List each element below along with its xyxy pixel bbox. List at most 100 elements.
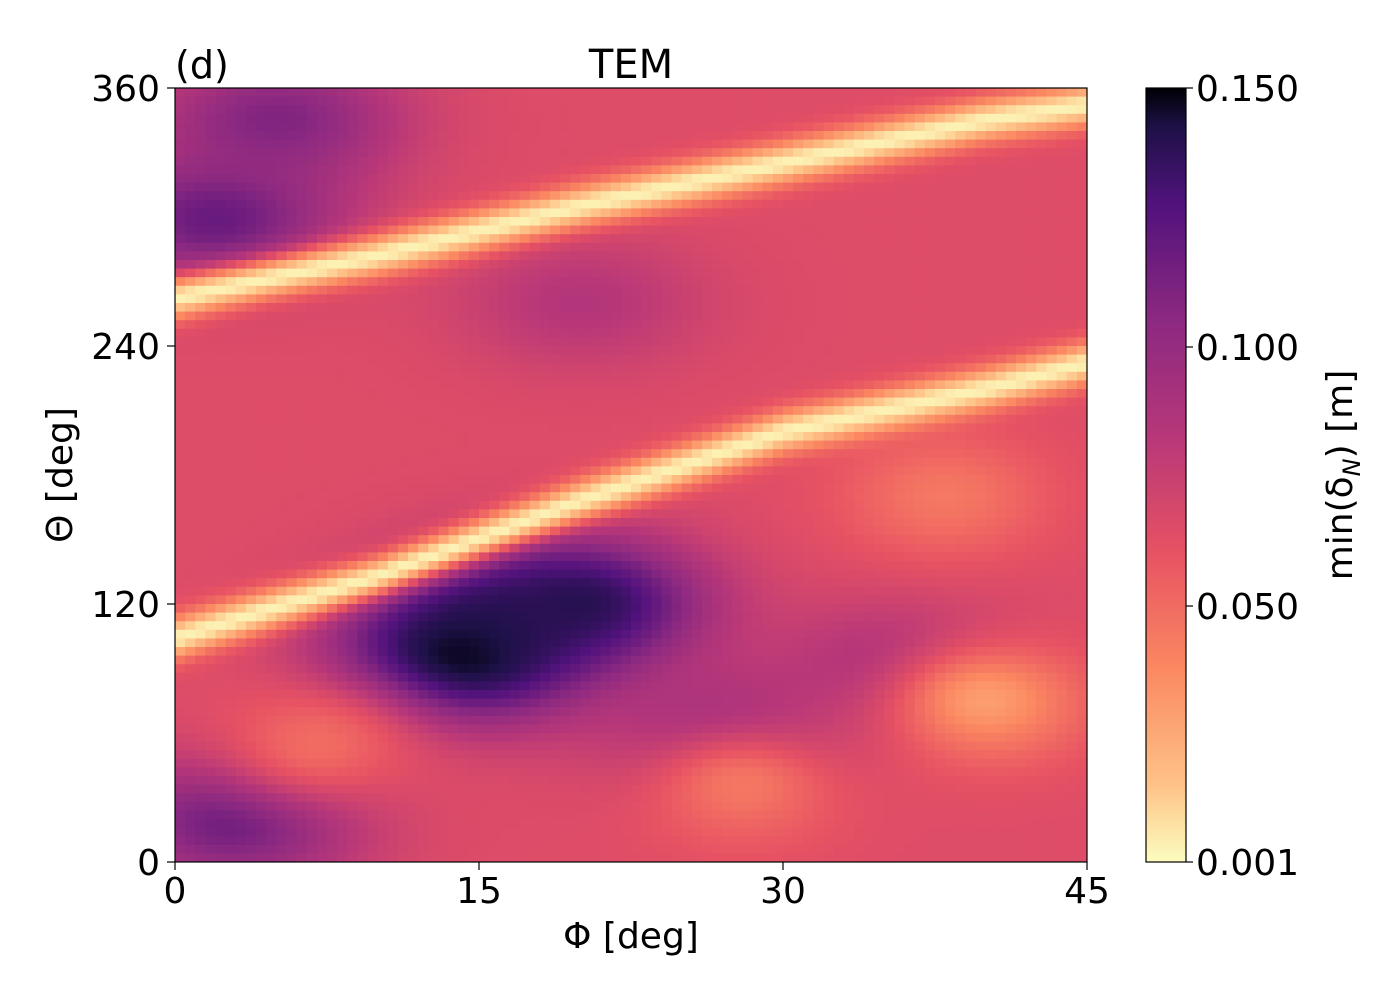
heatmap-cell <box>712 432 723 442</box>
heatmap-cell <box>813 277 825 287</box>
heatmap-cell <box>965 500 977 510</box>
heatmap-cell <box>823 191 835 201</box>
heatmap-cell <box>864 328 875 338</box>
heatmap-cell <box>783 432 794 442</box>
heatmap-cell <box>641 406 652 416</box>
heatmap-cell <box>701 174 713 184</box>
heatmap-cell <box>620 526 632 536</box>
heatmap-cell <box>235 131 247 141</box>
heatmap-cell <box>752 483 764 493</box>
heatmap-cell <box>286 174 298 184</box>
heatmap-cell <box>438 423 450 433</box>
heatmap-cell <box>853 423 865 433</box>
heatmap-cell <box>580 518 592 528</box>
heatmap-cell <box>185 105 196 115</box>
heatmap-cell <box>620 217 632 227</box>
heatmap-cell <box>620 131 632 141</box>
heatmap-cell <box>418 380 429 390</box>
heatmap-cell <box>600 311 612 321</box>
heatmap-cell <box>296 354 308 364</box>
heatmap-cell <box>935 225 946 235</box>
heatmap-cell <box>1066 285 1078 295</box>
heatmap-cell <box>408 174 419 184</box>
heatmap-cell <box>225 260 237 270</box>
heatmap-cell <box>1005 440 1017 450</box>
heatmap-cell <box>681 217 693 227</box>
heatmap-cell <box>560 354 571 364</box>
heatmap-cell <box>914 423 926 433</box>
heatmap-cell <box>418 88 429 98</box>
heatmap-cell <box>843 88 855 98</box>
heatmap-cell <box>620 509 632 519</box>
heatmap-cell <box>803 303 814 313</box>
heatmap-cell <box>681 389 693 399</box>
heatmap-cell <box>387 251 399 261</box>
heatmap-cell <box>1076 277 1087 287</box>
heatmap-cell <box>377 268 389 278</box>
heatmap-cell <box>914 328 926 338</box>
heatmap-cell <box>620 320 632 330</box>
heatmap-cell <box>793 174 804 184</box>
heatmap-cell <box>935 320 946 330</box>
heatmap-cell <box>641 303 652 313</box>
heatmap-cell <box>185 397 196 407</box>
heatmap-cell <box>631 260 642 270</box>
heatmap-cell <box>641 165 652 175</box>
heatmap-cell <box>600 208 612 218</box>
heatmap-cell <box>965 543 977 553</box>
heatmap-cell <box>256 320 267 330</box>
heatmap-cell <box>418 483 429 493</box>
heatmap-cell <box>499 294 510 304</box>
heatmap-cell <box>1026 277 1037 287</box>
heatmap-cell <box>1026 509 1037 519</box>
heatmap-cell <box>752 414 764 424</box>
heatmap-cell <box>935 182 946 192</box>
heatmap-cell <box>955 165 966 175</box>
heatmap-cell <box>864 500 875 510</box>
heatmap-cell <box>580 363 592 373</box>
heatmap-cell <box>864 423 875 433</box>
heatmap-cell <box>661 432 673 442</box>
heatmap-cell <box>1046 518 1058 528</box>
heatmap-cell <box>509 389 521 399</box>
heatmap-cell <box>570 182 581 192</box>
heatmap-cell <box>894 242 906 252</box>
heatmap-cell <box>408 191 419 201</box>
heatmap-cell <box>620 294 632 304</box>
heatmap-cell <box>428 139 440 149</box>
heatmap-cell <box>458 346 470 356</box>
heatmap-cell <box>985 277 997 287</box>
heatmap-cell <box>975 277 987 287</box>
heatmap-cell <box>631 371 642 381</box>
heatmap-cell <box>448 509 460 519</box>
heatmap-cell <box>620 389 632 399</box>
heatmap-cell <box>1066 174 1078 184</box>
heatmap-cell <box>1036 122 1048 132</box>
heatmap-cell <box>641 432 652 442</box>
heatmap-cell <box>823 96 835 106</box>
heatmap-cell <box>742 432 754 442</box>
heatmap-cell <box>935 475 946 485</box>
heatmap-cell <box>914 225 926 235</box>
heatmap-cell <box>843 526 855 536</box>
heatmap-cell <box>235 526 247 536</box>
heatmap-cell <box>337 208 348 218</box>
heatmap-cell <box>276 552 288 562</box>
heatmap-cell <box>499 346 510 356</box>
heatmap-cell <box>975 363 987 373</box>
heatmap-cell <box>712 500 723 510</box>
heatmap-cell <box>215 311 227 321</box>
heatmap-cell <box>651 346 662 356</box>
heatmap-cell <box>742 105 754 115</box>
heatmap-cell <box>438 414 450 424</box>
heatmap-cell <box>357 561 369 571</box>
heatmap-cell <box>833 535 845 545</box>
heatmap-cell <box>347 406 358 416</box>
heatmap-cell <box>1016 277 1027 287</box>
heatmap-cell <box>316 414 328 424</box>
heatmap-cell <box>590 242 602 252</box>
heatmap-cell <box>397 509 409 519</box>
heatmap-cell <box>641 475 652 485</box>
heatmap-cell <box>610 371 622 381</box>
heatmap-cell <box>499 105 510 115</box>
